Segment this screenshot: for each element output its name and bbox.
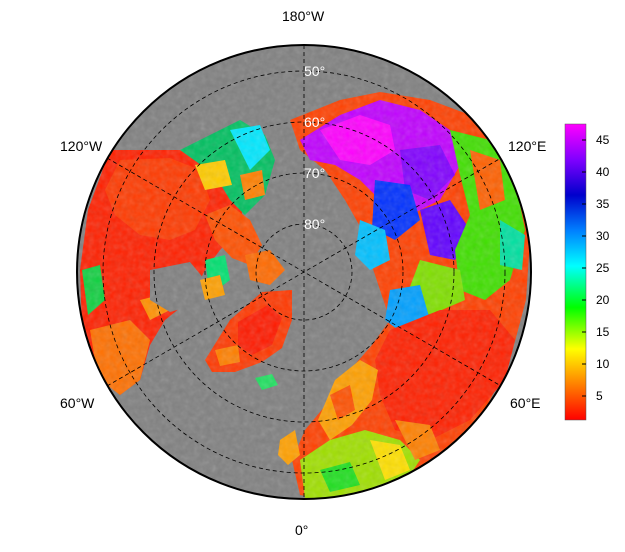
map-disc: 50° 60° 70° 80°	[77, 45, 531, 499]
colorbar-tick-20: 20	[596, 293, 610, 307]
latitude-labels: 50° 60° 70° 80°	[304, 63, 325, 232]
colorbar	[564, 123, 587, 421]
colorbar-tick-5: 5	[596, 389, 603, 403]
colorbar-gradient	[564, 123, 587, 421]
colorbar-tick-40: 40	[596, 165, 610, 179]
lon-label-120w: 120°W	[60, 138, 103, 154]
lat-label-60: 60°	[304, 114, 325, 130]
graticule	[102, 45, 506, 499]
lon-label-120e: 120°E	[508, 138, 547, 154]
colorbar-tick-25: 25	[596, 261, 610, 275]
colorbar-tick-marks	[582, 139, 586, 397]
map-boundary	[76, 44, 532, 500]
lat-label-50: 50°	[304, 63, 325, 79]
colorbar-tick-10: 10	[596, 357, 610, 371]
colorbar-tick-30: 30	[596, 229, 610, 243]
parallel-80	[255, 223, 353, 321]
lon-label-180w: 180°W	[282, 8, 325, 24]
lon-label-60w: 60°W	[60, 395, 95, 411]
lon-label-60e: 60°E	[510, 395, 541, 411]
lat-label-70: 70°	[304, 165, 325, 181]
lon-label-0: 0°	[295, 522, 309, 538]
lat-label-80: 80°	[304, 216, 325, 232]
colorbar-tick-45: 45	[596, 133, 610, 147]
parallel-60	[153, 121, 455, 423]
colorbar-tick-35: 35	[596, 197, 610, 211]
meridian-60w-120e	[106, 157, 502, 387]
colorbar-tick-15: 15	[596, 325, 610, 339]
